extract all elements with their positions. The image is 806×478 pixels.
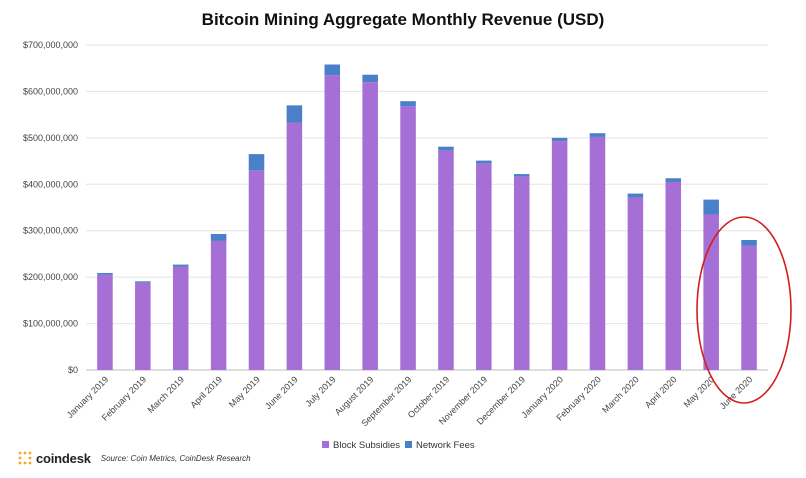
bar-network-fees: [172, 264, 189, 267]
bar-block-subsidies: [627, 197, 644, 370]
bar-block-subsidies: [665, 181, 682, 370]
bar-block-subsidies: [362, 82, 378, 371]
chart-title: Bitcoin Mining Aggregate Monthly Revenue…: [201, 10, 605, 29]
bar-block-subsidies: [741, 245, 757, 370]
bar-network-fees: [248, 154, 265, 171]
bar-network-fees: [513, 174, 530, 177]
bar-network-fees: [286, 105, 303, 123]
x-tick-label: April 2019: [188, 374, 224, 410]
y-tick-label: $300,000,000: [23, 226, 78, 236]
bar-block-subsidies: [135, 282, 151, 370]
bar-block-subsidies: [703, 214, 719, 370]
bar-block-subsidies: [551, 141, 568, 370]
bar-block-subsidies: [400, 106, 416, 371]
bar-block-subsidies: [438, 150, 454, 370]
y-tick-label: $700,000,000: [23, 40, 78, 50]
source-note: Source: Coin Metrics, CoinDesk Research: [100, 453, 251, 463]
bar-block-subsidies: [286, 122, 303, 371]
bar-network-fees: [589, 133, 606, 137]
y-tick-label: $100,000,000: [23, 319, 78, 329]
legend-label: Network Fees: [416, 440, 475, 451]
bar-network-fees: [135, 281, 151, 283]
bar-block-subsidies: [513, 176, 530, 370]
y-tick-label: $500,000,000: [23, 133, 78, 143]
y-tick-label: $0: [68, 365, 78, 375]
y-axis-gridlines: [86, 44, 768, 371]
bar-block-subsidies: [248, 170, 265, 370]
x-tick-label: June 2019: [263, 374, 300, 411]
legend-label: Block Subsidies: [333, 440, 400, 451]
bar-network-fees: [703, 199, 719, 215]
highlight-ellipse: [696, 216, 792, 404]
x-tick-label: May 2019: [227, 374, 262, 409]
footer: coindesk Source: Coin Metrics, CoinDesk …: [18, 446, 251, 470]
bar-network-fees: [438, 146, 454, 151]
bar-network-fees: [97, 272, 113, 275]
bar-network-fees: [627, 193, 644, 198]
bar-network-fees: [665, 178, 682, 182]
bar-block-subsidies: [172, 266, 189, 370]
bar-block-subsidies: [210, 240, 227, 370]
x-tick-label: May 2020: [682, 374, 717, 409]
brand-name: coindesk: [36, 450, 91, 466]
bar-series: [97, 64, 757, 371]
bar-network-fees: [741, 240, 757, 246]
x-tick-label: March 2019: [145, 374, 186, 415]
y-tick-label: $400,000,000: [23, 179, 78, 189]
y-tick-label: $600,000,000: [23, 86, 78, 96]
bar-network-fees: [400, 101, 416, 107]
bar-block-subsidies: [324, 75, 341, 370]
legend-swatch: [322, 441, 329, 448]
x-tick-label: March 2020: [600, 374, 641, 415]
coindesk-logo-icon: [18, 451, 32, 465]
bar-network-fees: [362, 74, 378, 83]
legend-swatch: [405, 441, 412, 448]
y-tick-label: $200,000,000: [23, 272, 78, 282]
x-tick-label: July 2019: [303, 374, 337, 408]
x-tick-label: April 2020: [643, 374, 679, 410]
legend: Block Subsidies Network Fees: [322, 440, 475, 451]
bar-network-fees: [551, 137, 568, 142]
bar-block-subsidies: [97, 274, 113, 370]
bar-network-fees: [324, 64, 341, 76]
bar-network-fees: [210, 233, 227, 241]
bar-block-subsidies: [589, 136, 606, 370]
y-axis-tick-labels: $0 $100,000,000 $200,000,000 $300,000,000 $4…: [23, 40, 78, 375]
bar-network-fees: [476, 160, 492, 164]
bar-block-subsidies: [476, 163, 492, 370]
